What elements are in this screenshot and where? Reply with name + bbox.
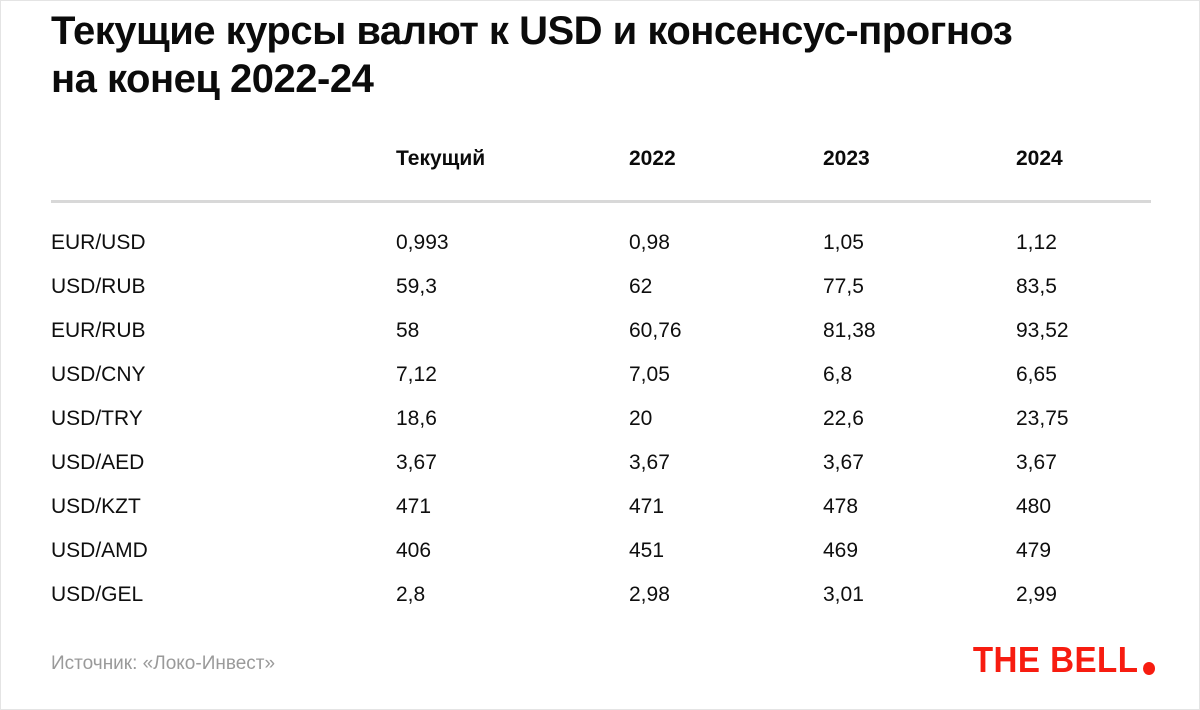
header-2024: 2024 [1016, 147, 1063, 170]
forecast-2022-value: 2,98 [629, 583, 670, 606]
header-2022: 2022 [629, 147, 676, 170]
currency-pair-label: USD/AED [51, 451, 145, 474]
current-rate-value: 18,6 [396, 407, 437, 430]
table-header-row: Текущий 2022 2023 2024 [51, 147, 1151, 171]
source-credit: Источник: «Локо-Инвест» [51, 653, 276, 674]
forecast-2024-value: 3,67 [1016, 451, 1057, 474]
currency-pair-label: USD/GEL [51, 583, 144, 606]
currency-pair-label: USD/KZT [51, 495, 141, 518]
table-row: USD/TRY 18,6 20 22,6 23,75 [51, 397, 1151, 441]
currency-pair-label: EUR/RUB [51, 319, 146, 342]
forecast-2023-value: 3,67 [823, 451, 864, 474]
header-separator-line [51, 200, 1151, 203]
table-row: USD/RUB 59,3 62 77,5 83,5 [51, 265, 1151, 309]
page-title: Текущие курсы валют к USD и консенсус-пр… [51, 7, 1013, 103]
header-spacer [51, 147, 396, 171]
forecast-2023-value: 3,01 [823, 583, 864, 606]
forecast-2024-value: 83,5 [1016, 275, 1057, 298]
forecast-2022-value: 0,98 [629, 231, 670, 254]
forecast-2024-value: 479 [1016, 539, 1052, 562]
currency-pair-label: USD/TRY [51, 407, 143, 430]
current-rate-value: 406 [396, 539, 432, 562]
table-row: USD/AED 3,67 3,67 3,67 3,67 [51, 441, 1151, 485]
forecast-2022-value: 451 [629, 539, 665, 562]
table-body: EUR/USD 0,993 0,98 1,05 1,12 USD/RUB 59,… [51, 221, 1151, 617]
forecast-2023-value: 6,8 [823, 363, 853, 386]
table-row: USD/AMD 406 451 469 479 [51, 529, 1151, 573]
forecast-2023-value: 478 [823, 495, 859, 518]
currency-pair-label: USD/AMD [51, 539, 148, 562]
header-2023: 2023 [823, 147, 870, 170]
current-rate-value: 59,3 [396, 275, 437, 298]
the-bell-logo: THE BELL [973, 642, 1155, 678]
logo-dot-icon [1143, 662, 1155, 675]
current-rate-value: 7,12 [396, 363, 437, 386]
forecast-2024-value: 2,99 [1016, 583, 1057, 606]
forecast-2022-value: 62 [629, 275, 653, 298]
forecast-2023-value: 77,5 [823, 275, 864, 298]
forecast-2023-value: 469 [823, 539, 859, 562]
the-bell-logo-text: THE BELL [972, 639, 1139, 680]
table-row: USD/KZT 471 471 478 480 [51, 485, 1151, 529]
currency-pair-label: USD/RUB [51, 275, 146, 298]
forecast-2024-value: 6,65 [1016, 363, 1057, 386]
current-rate-value: 3,67 [396, 451, 437, 474]
forecast-2024-value: 93,52 [1016, 319, 1069, 342]
current-rate-value: 0,993 [396, 231, 449, 254]
forecast-2022-value: 60,76 [629, 319, 682, 342]
currency-pair-label: EUR/USD [51, 231, 146, 254]
forecast-2023-value: 22,6 [823, 407, 864, 430]
table-row: USD/CNY 7,12 7,05 6,8 6,65 [51, 353, 1151, 397]
header-current: Текущий [396, 147, 486, 170]
forecast-2022-value: 471 [629, 495, 665, 518]
forecast-2022-value: 3,67 [629, 451, 670, 474]
currency-pair-label: USD/CNY [51, 363, 146, 386]
table-row: EUR/USD 0,993 0,98 1,05 1,12 [51, 221, 1151, 265]
current-rate-value: 2,8 [396, 583, 426, 606]
forecast-2023-value: 1,05 [823, 231, 864, 254]
table-row: EUR/RUB 58 60,76 81,38 93,52 [51, 309, 1151, 353]
forecast-2023-value: 81,38 [823, 319, 876, 342]
current-rate-value: 58 [396, 319, 420, 342]
table-row: USD/GEL 2,8 2,98 3,01 2,99 [51, 573, 1151, 617]
forecast-2024-value: 1,12 [1016, 231, 1057, 254]
forecast-2022-value: 7,05 [629, 363, 670, 386]
page-title-line1: Текущие курсы валют к USD и консенсус-пр… [51, 9, 1013, 53]
forecast-2024-value: 480 [1016, 495, 1052, 518]
forecast-2022-value: 20 [629, 407, 653, 430]
forecast-2024-value: 23,75 [1016, 407, 1069, 430]
current-rate-value: 471 [396, 495, 432, 518]
page-title-line2: на конец 2022-24 [51, 57, 374, 101]
